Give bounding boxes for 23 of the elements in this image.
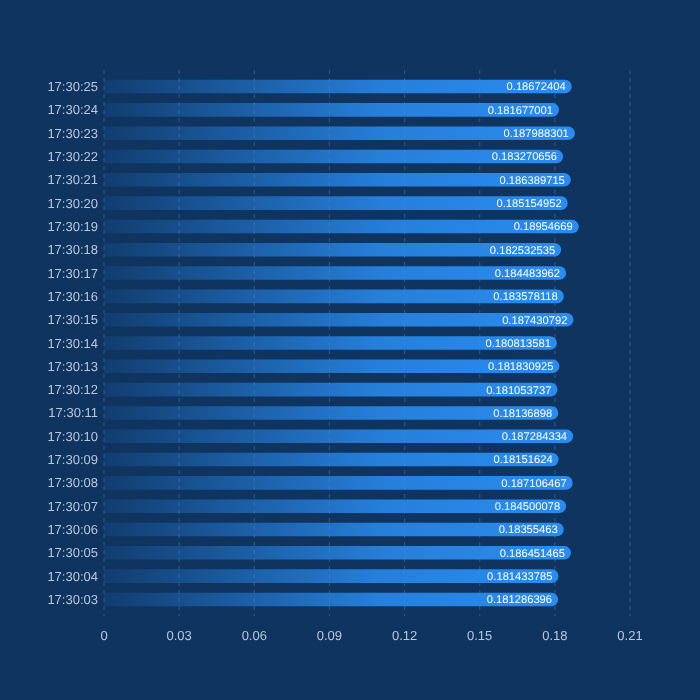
bar: [104, 569, 559, 583]
bar: [104, 522, 564, 537]
bar: [104, 79, 572, 94]
bar: [104, 173, 571, 187]
bar: [104, 219, 579, 234]
bar: [104, 242, 562, 257]
bar: [104, 429, 574, 444]
bar: [104, 406, 559, 420]
bar: [104, 359, 560, 374]
bar: [104, 546, 571, 560]
bar: [104, 452, 559, 467]
bar: [104, 196, 568, 210]
bar: [104, 336, 557, 350]
bar: [104, 382, 558, 397]
bar: [104, 476, 573, 490]
bar: [104, 289, 564, 304]
bar: [104, 592, 559, 607]
bar: [104, 266, 567, 280]
bar: [104, 312, 574, 327]
bar: [104, 149, 564, 164]
bar: [104, 103, 560, 117]
bar: [104, 126, 575, 140]
bar: [104, 499, 567, 513]
